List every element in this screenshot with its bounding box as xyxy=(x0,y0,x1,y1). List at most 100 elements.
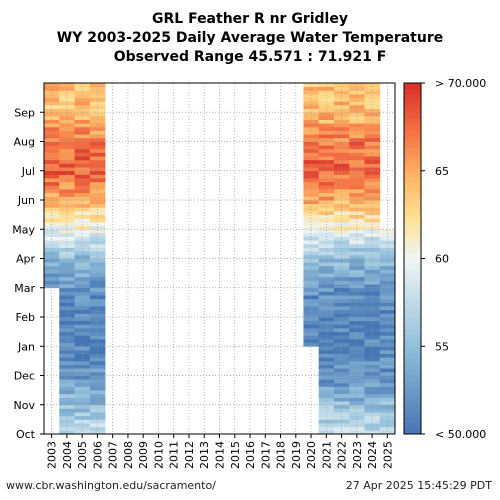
heatmap-cell xyxy=(333,335,350,340)
heatmap-cell xyxy=(349,181,365,186)
heatmap-cell xyxy=(349,218,365,223)
heatmap-cell xyxy=(364,185,381,190)
colorbar-segment xyxy=(404,410,421,417)
x-tick-label: 2006 xyxy=(91,441,104,469)
heatmap-cell xyxy=(44,229,60,234)
heatmap-cell xyxy=(364,101,381,106)
colorbar-segment xyxy=(404,264,421,271)
heatmap-cell xyxy=(349,401,365,406)
heatmap-cell xyxy=(318,284,335,289)
heatmap-cell xyxy=(59,284,75,289)
heatmap-cell xyxy=(44,251,60,256)
heatmap-cell xyxy=(318,379,335,384)
heatmap-cell xyxy=(89,415,106,420)
heatmap-cell xyxy=(89,302,106,307)
y-tick-label: Jan xyxy=(17,340,35,353)
source-url: www.cbr.washington.edu/sacramento/ xyxy=(6,479,216,492)
heatmap-cell xyxy=(59,298,75,303)
heatmap-cell xyxy=(89,287,106,292)
heatmap-cell xyxy=(74,218,91,223)
colorbar-segment xyxy=(404,229,421,236)
heatmap-cell xyxy=(74,196,91,201)
heatmap-cell xyxy=(364,404,381,409)
colorbar-segment xyxy=(404,141,421,148)
heatmap-cell xyxy=(318,83,335,88)
heatmap-cell xyxy=(318,137,335,142)
heatmap-cell xyxy=(349,137,365,142)
heatmap-cell xyxy=(44,130,60,135)
heatmap-cell xyxy=(318,229,335,234)
colorbar-tick-label: 60 xyxy=(435,253,449,266)
heatmap-cell xyxy=(379,295,396,300)
heatmap-cell xyxy=(364,379,381,384)
heatmap-cell xyxy=(44,247,60,252)
heatmap-cell xyxy=(379,247,396,252)
heatmap-cell xyxy=(59,130,75,135)
heatmap-cell xyxy=(379,349,396,354)
heatmap-cell xyxy=(303,298,320,303)
heatmap-cell xyxy=(59,412,75,417)
heatmap-cell xyxy=(74,229,91,234)
colorbar-segment xyxy=(404,281,421,289)
heatmap-cell xyxy=(59,331,75,336)
heatmap-cell xyxy=(74,353,91,358)
heatmap-cell xyxy=(333,130,350,135)
heatmap-cell xyxy=(379,317,396,322)
heatmap-cell xyxy=(364,280,381,285)
heatmap-cell xyxy=(318,200,335,205)
heatmap-cell xyxy=(379,335,396,340)
heatmap-cell xyxy=(318,397,335,402)
heatmap-cell xyxy=(318,415,335,420)
heatmap-cell xyxy=(89,200,106,205)
heatmap-cell xyxy=(59,371,75,376)
heatmap-cell xyxy=(303,265,320,270)
heatmap-cell xyxy=(333,302,350,307)
heatmap-cell xyxy=(74,148,91,153)
heatmap-cell xyxy=(349,262,365,267)
heatmap-cell xyxy=(364,167,381,172)
heatmap-cell xyxy=(379,430,396,435)
colorbar-segment xyxy=(404,252,421,259)
heatmap-cell xyxy=(379,353,396,358)
heatmap-cell xyxy=(349,320,365,325)
heatmap-cell xyxy=(333,371,350,376)
heatmap-cell xyxy=(89,115,106,120)
heatmap-cell xyxy=(89,320,106,325)
heatmap-cell xyxy=(44,145,60,150)
heatmap-cell xyxy=(89,145,106,150)
heatmap-cell xyxy=(303,152,320,157)
heatmap-cell xyxy=(59,251,75,256)
heatmap-cell xyxy=(74,320,91,325)
colorbar-segment xyxy=(404,112,421,119)
heatmap-cell xyxy=(59,112,75,117)
heatmap-cell xyxy=(318,430,335,435)
heatmap-cell xyxy=(44,262,60,267)
heatmap-cell xyxy=(379,280,396,285)
heatmap-cell xyxy=(364,287,381,292)
heatmap-cell xyxy=(59,200,75,205)
heatmap-cell xyxy=(74,371,91,376)
heatmap-cell xyxy=(318,104,335,109)
heatmap-cell xyxy=(303,83,320,88)
x-tick-label: 2003 xyxy=(46,441,59,469)
heatmap-cell xyxy=(74,349,91,354)
heatmap-cell xyxy=(59,302,75,307)
heatmap-cell xyxy=(74,331,91,336)
heatmap-cell xyxy=(349,200,365,205)
heatmap-cell xyxy=(59,265,75,270)
heatmap-cell xyxy=(364,203,381,208)
heatmap-cell xyxy=(44,221,60,226)
heatmap-cell xyxy=(303,119,320,124)
heatmap-cell xyxy=(318,254,335,259)
x-tick-label: 2014 xyxy=(214,441,227,469)
heatmap-cell xyxy=(303,317,320,322)
heatmap-cell xyxy=(349,265,365,270)
heatmap-cell xyxy=(74,430,91,435)
heatmap-cell xyxy=(364,232,381,237)
heatmap-cell xyxy=(89,412,106,417)
heatmap-cell xyxy=(379,419,396,424)
heatmap-cell xyxy=(59,167,75,172)
y-tick-label: Dec xyxy=(14,370,35,383)
heatmap-cell xyxy=(44,284,60,289)
